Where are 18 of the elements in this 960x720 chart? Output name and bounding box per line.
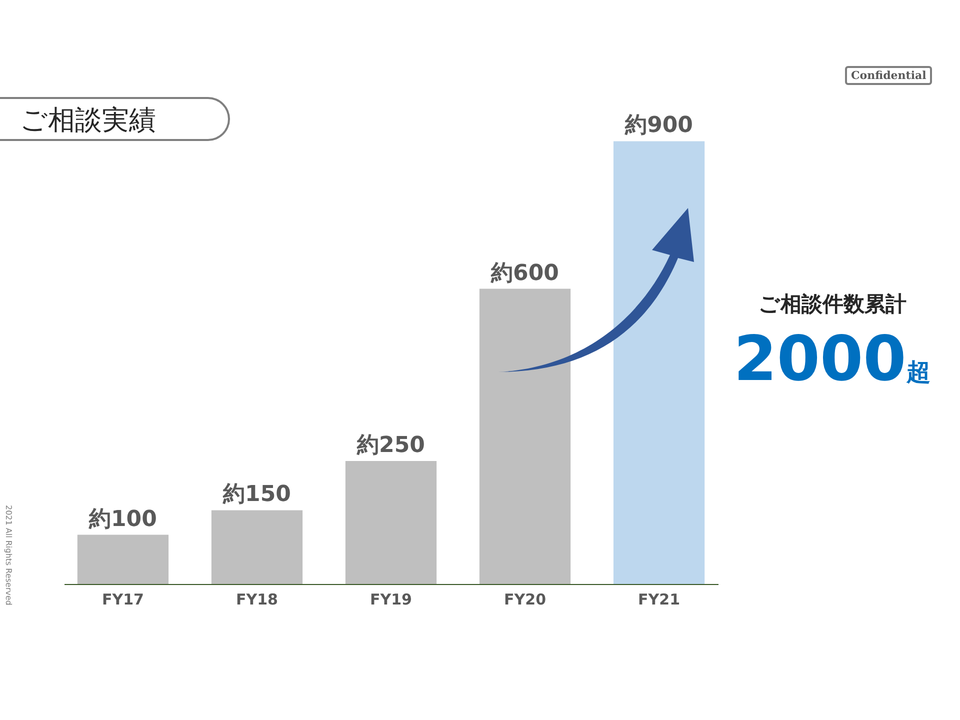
x-tick-label: FY20 xyxy=(504,590,546,608)
data-label: 約250 xyxy=(356,433,425,458)
text: ご相談件数累計 xyxy=(758,291,908,318)
bar xyxy=(345,461,437,584)
data-label: 約900 xyxy=(624,113,693,138)
data-label: 約100 xyxy=(88,506,157,532)
bar xyxy=(211,510,303,584)
x-tick-label: FY19 xyxy=(370,590,412,608)
data-label: 約600 xyxy=(490,260,559,286)
chart-title: ご相談実績 xyxy=(0,97,230,141)
text: Confidential xyxy=(845,66,932,85)
data-label: 約150 xyxy=(222,482,291,508)
x-tick-label: FY18 xyxy=(236,590,278,608)
text: 2000超 xyxy=(732,322,932,395)
x-tick-label: FY21 xyxy=(638,590,680,608)
bar xyxy=(77,534,169,584)
text: 2021 All Rights Reserved xyxy=(4,505,13,606)
x-tick-label: FY17 xyxy=(102,590,144,608)
